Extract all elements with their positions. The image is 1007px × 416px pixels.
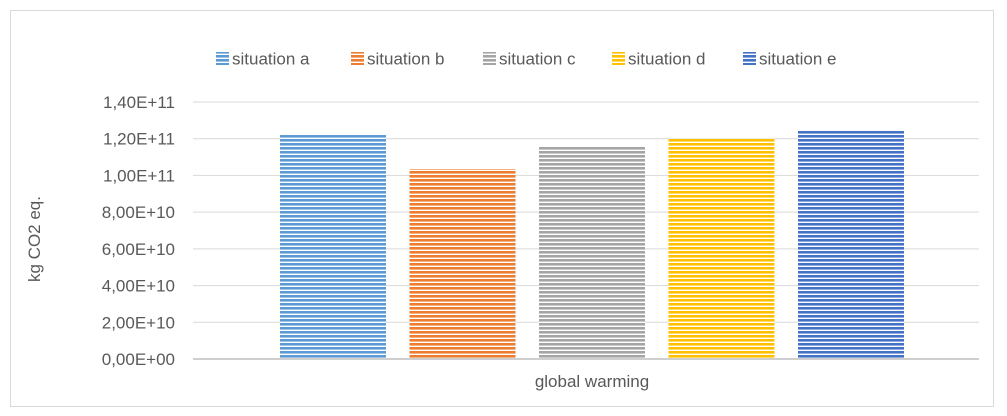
bar-situation-c bbox=[539, 146, 645, 359]
legend-item: situation a bbox=[216, 50, 310, 69]
legend-label: situation b bbox=[367, 50, 445, 69]
x-category-label: global warming bbox=[535, 372, 649, 391]
legend-item: situation e bbox=[743, 50, 837, 69]
bar-situation-b bbox=[409, 169, 516, 359]
legend-swatch bbox=[743, 52, 756, 65]
legend-label: situation a bbox=[232, 50, 310, 69]
bar-chart: 0,00E+00 2,00E+10 4,00E+10 6,00E+10 8,00E+10… bbox=[25, 50, 979, 391]
legend-swatch bbox=[612, 52, 625, 65]
legend-swatch bbox=[351, 52, 364, 65]
legend-label: situation c bbox=[499, 50, 576, 69]
legend-item: situation b bbox=[351, 50, 445, 69]
y-tick-label: 0,00E+00 bbox=[102, 350, 175, 369]
bar-situation-e bbox=[798, 130, 904, 359]
axes: 0,00E+00 2,00E+10 4,00E+10 6,00E+10 8,00E+10… bbox=[102, 93, 979, 369]
bar-situation-a bbox=[280, 135, 386, 359]
y-tick-label: 6,00E+10 bbox=[102, 240, 175, 259]
y-tick-label: 8,00E+10 bbox=[102, 203, 175, 222]
legend-item: situation c bbox=[483, 50, 576, 69]
legend-label: situation e bbox=[759, 50, 837, 69]
legend-item: situation d bbox=[612, 50, 706, 69]
legend-swatch bbox=[483, 52, 496, 65]
y-tick-label: 1,00E+11 bbox=[103, 166, 175, 185]
y-tick-label: 1,20E+11 bbox=[103, 130, 175, 149]
chart-area: 0,00E+00 2,00E+10 4,00E+10 6,00E+10 8,00E+10… bbox=[10, 10, 994, 407]
legend-swatch bbox=[216, 52, 229, 65]
bar-situation-d bbox=[668, 138, 775, 359]
y-tick-label: 1,40E+11 bbox=[103, 93, 175, 112]
bars bbox=[280, 130, 904, 359]
y-tick-label: 4,00E+10 bbox=[102, 277, 175, 296]
y-axis-title: kg CO2 eq. bbox=[25, 196, 44, 282]
y-tick-label: 2,00E+10 bbox=[102, 313, 175, 332]
legend-label: situation d bbox=[628, 50, 706, 69]
legend: situation a situation b situation c situati… bbox=[216, 50, 837, 69]
